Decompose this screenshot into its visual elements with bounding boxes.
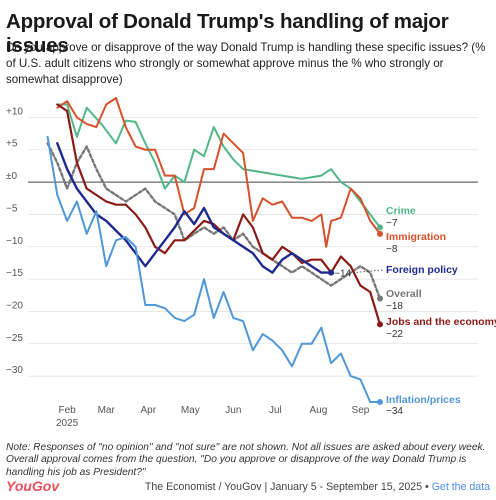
series-value: −8 bbox=[386, 244, 398, 255]
series-endpoint bbox=[377, 230, 383, 237]
series-line bbox=[46, 142, 382, 300]
foreign-policy-value: −14 bbox=[334, 269, 351, 280]
series-line bbox=[56, 97, 381, 248]
series-line bbox=[46, 135, 381, 403]
x-tick-label: Aug bbox=[310, 405, 328, 416]
series-value: −34 bbox=[386, 406, 403, 417]
series-line bbox=[56, 103, 382, 326]
series-line bbox=[56, 142, 333, 274]
x-tick-label: Feb bbox=[58, 405, 76, 416]
get-data-link[interactable]: Get the data bbox=[431, 481, 490, 493]
series-label: Foreign policy bbox=[386, 264, 458, 276]
series-lines bbox=[46, 97, 383, 405]
series-labels: Crime−7 Immigration−8 Overall−18 Jobs and t… bbox=[334, 205, 496, 417]
series-label: Overall bbox=[386, 288, 422, 300]
series-value: −22 bbox=[386, 329, 403, 340]
series-label: Crime bbox=[386, 205, 416, 217]
leader-line bbox=[353, 269, 384, 274]
y-tick-label: ±0 bbox=[6, 171, 17, 182]
x-axis-ticks: Feb 2025 Mar Apr May Jun Jul Aug Sep bbox=[56, 405, 370, 429]
x-tick-label: Sep bbox=[352, 405, 370, 416]
y-tick-label: −10 bbox=[6, 236, 23, 247]
x-tick-year: 2025 bbox=[56, 418, 79, 429]
series-endpoint bbox=[328, 269, 335, 276]
y-tick-label: −20 bbox=[6, 300, 23, 311]
x-tick-label: Mar bbox=[98, 405, 116, 416]
yougov-logo: YouGov bbox=[6, 478, 60, 494]
series-label: Jobs and the economy bbox=[386, 316, 496, 328]
chart-title: Approval of Donald Trump's handling of m… bbox=[6, 10, 449, 57]
chart-note: Note: Responses of "no opinion" and "not… bbox=[6, 442, 486, 478]
x-tick-label: May bbox=[181, 405, 200, 416]
x-tick-label: Jun bbox=[225, 405, 241, 416]
series-value: −18 bbox=[386, 301, 403, 312]
y-tick-label: −15 bbox=[6, 268, 23, 279]
series-endpoint bbox=[377, 321, 383, 328]
y-tick-label: −30 bbox=[6, 365, 23, 376]
x-tick-label: Jul bbox=[269, 405, 282, 416]
source-line: The Economist / YouGov | January 5 - Sep… bbox=[145, 481, 490, 493]
series-label: Inflation/prices bbox=[386, 394, 461, 406]
source-text: The Economist / YouGov | January 5 - Sep… bbox=[144, 481, 429, 493]
y-tick-label: +10 bbox=[6, 106, 23, 117]
series-label: Immigration bbox=[386, 231, 446, 243]
series-endpoint bbox=[377, 224, 383, 231]
chart-subtitle: Do you approve or disapprove of the way … bbox=[6, 41, 486, 86]
y-tick-label: −5 bbox=[6, 203, 18, 214]
series-value: −7 bbox=[386, 218, 398, 229]
x-tick-label: Apr bbox=[140, 405, 156, 416]
y-axis-ticks: +10 +5 ±0 −5 −10 −15 −20 −25 −30 bbox=[6, 106, 23, 376]
y-tick-label: −25 bbox=[6, 333, 23, 344]
series-endpoint bbox=[377, 295, 383, 302]
series-endpoint bbox=[377, 399, 383, 405]
series-line bbox=[56, 103, 381, 229]
y-tick-label: +5 bbox=[6, 139, 18, 150]
